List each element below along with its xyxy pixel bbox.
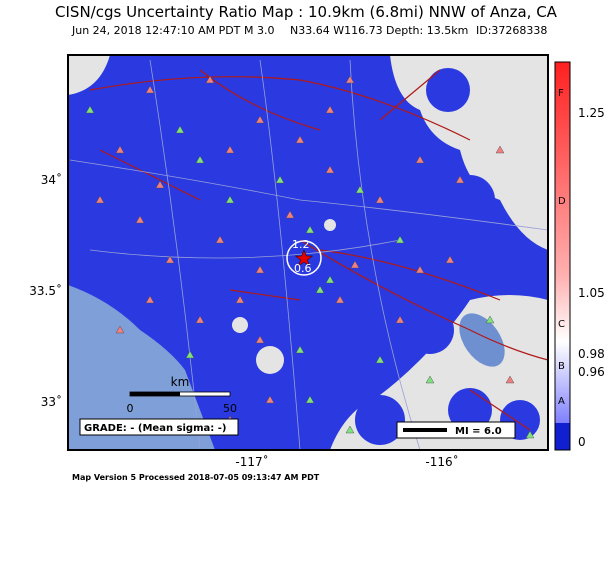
station	[185, 350, 195, 359]
station	[155, 180, 165, 189]
station	[165, 255, 175, 264]
station	[195, 315, 205, 324]
footer: Map Version 5 Processed 2018-07-05 09:13…	[72, 473, 320, 482]
station	[415, 155, 425, 164]
station	[355, 185, 365, 194]
scale-bar-fill	[130, 392, 180, 396]
colorbar	[554, 61, 571, 451]
magnitude: M 3.0	[244, 24, 274, 37]
subtitle: Jun 24, 2018 12:47:10 AM PDT M 3.0 N33.6…	[71, 24, 547, 37]
cb-letter: F	[558, 88, 564, 99]
station	[375, 195, 385, 204]
station	[375, 355, 385, 364]
location: N33.64 W116.73	[290, 24, 383, 37]
station	[85, 105, 95, 114]
epicenter	[294, 249, 314, 267]
station	[295, 345, 305, 354]
station	[395, 315, 405, 324]
station	[115, 145, 125, 154]
cb-value: 1.05	[578, 286, 605, 300]
faults	[89, 69, 548, 431]
station	[335, 295, 345, 304]
station-label: 1.2	[292, 238, 310, 251]
station	[145, 85, 155, 94]
ocean	[68, 285, 215, 450]
station	[215, 235, 225, 244]
station	[255, 265, 265, 274]
station	[295, 135, 305, 144]
station	[175, 125, 185, 134]
station	[305, 225, 315, 234]
grade-box	[79, 418, 239, 436]
map: 1.2 0.6	[68, 55, 548, 450]
colorbar-labels: F D C B A 1.25 1.05 0.98 0.96 0	[558, 88, 605, 449]
station	[275, 175, 285, 184]
epicenter-ring	[286, 240, 322, 276]
scale-unit: km	[171, 375, 190, 389]
station	[485, 315, 495, 324]
lat-label: 33.5˚	[29, 283, 62, 298]
cb-value: 0.96	[578, 365, 605, 379]
station	[135, 215, 145, 224]
cb-letter: D	[558, 196, 566, 207]
station	[225, 145, 235, 154]
station	[325, 165, 335, 174]
event-id: ID:37268338	[476, 24, 547, 37]
lat-label: 34˚	[41, 172, 62, 187]
station	[255, 115, 265, 124]
station	[315, 285, 325, 294]
depth: Depth: 13.5km	[386, 24, 468, 37]
cb-letter: A	[558, 396, 565, 407]
scale-end: 50	[223, 402, 237, 415]
lon-label: -116˚	[425, 454, 458, 469]
station	[305, 395, 315, 404]
station	[195, 155, 205, 164]
station	[425, 375, 435, 384]
station	[265, 395, 275, 404]
cb-value: 1.25	[578, 106, 605, 120]
station	[345, 75, 355, 84]
cb-value: 0.98	[578, 347, 605, 361]
station-label: 0.6	[294, 262, 312, 275]
station	[145, 295, 155, 304]
map-frame	[67, 54, 549, 451]
station	[95, 195, 105, 204]
lat-label: 33˚	[41, 394, 62, 409]
legend: MI = 6.0	[455, 426, 502, 437]
date: Jun 24, 2018 12:47:10 AM PDT	[71, 24, 241, 37]
station	[255, 335, 265, 344]
roads	[69, 59, 548, 450]
station	[325, 275, 335, 284]
title: CISN/cgs Uncertainty Ratio Map : 10.9km …	[55, 3, 558, 21]
coverage	[355, 68, 540, 445]
station	[350, 260, 360, 269]
scale-start: 0	[127, 402, 134, 415]
station	[525, 430, 535, 439]
lon-label: -117˚	[235, 454, 268, 469]
station	[325, 105, 335, 114]
cb-letter: B	[558, 361, 565, 372]
station	[505, 375, 515, 384]
station	[495, 145, 505, 154]
legend-box	[396, 421, 516, 439]
station	[415, 265, 425, 274]
station	[345, 425, 355, 434]
cb-letter: C	[558, 319, 565, 330]
station	[235, 295, 245, 304]
cb-value: 0	[578, 435, 586, 449]
grade: GRADE: - (Mean sigma: -)	[84, 423, 226, 434]
station	[445, 255, 455, 264]
station	[205, 75, 215, 84]
station	[115, 325, 125, 334]
station	[455, 175, 465, 184]
station	[395, 235, 405, 244]
station	[285, 210, 295, 219]
station	[225, 195, 235, 204]
lake	[459, 313, 505, 367]
